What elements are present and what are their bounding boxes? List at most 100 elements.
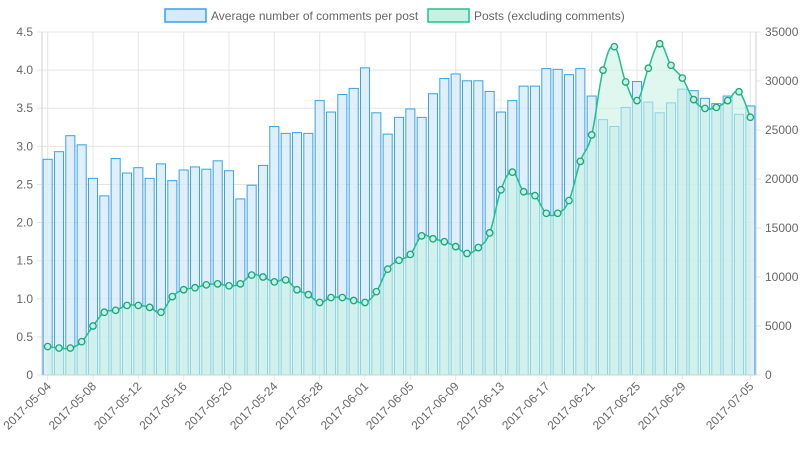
line-point — [338, 293, 347, 302]
line-point — [485, 229, 494, 237]
x-tick-label: 2017-05-12 — [91, 379, 145, 433]
x-tick-label: 2017-05-08 — [46, 379, 100, 433]
x-tick-label: 2017-05-16 — [136, 379, 190, 433]
y-right-tick-label: 5000 — [765, 319, 792, 333]
line-point — [270, 278, 279, 286]
line-point — [281, 276, 290, 284]
y-left-tick-label: 0 — [26, 368, 33, 382]
y-right-tick-label: 10000 — [765, 270, 799, 284]
line-point — [689, 95, 698, 104]
line-point — [508, 168, 517, 176]
line-point — [723, 96, 732, 105]
y-left-tick-label: 3.5 — [16, 101, 33, 115]
legend-item-comments[interactable]: Average number of comments per post — [164, 8, 419, 23]
line-point — [293, 285, 301, 294]
line-point — [701, 104, 709, 113]
line-point — [168, 292, 177, 301]
line-point — [565, 196, 573, 205]
x-tick-label: 2017-06-09 — [408, 379, 462, 433]
line-point — [655, 39, 664, 48]
line-point — [145, 303, 154, 312]
y-left-tick-label: 2.0 — [16, 216, 33, 230]
legend: Average number of comments per post Post… — [164, 8, 625, 23]
y-left-tick-label: 2.5 — [16, 177, 33, 191]
x-tick-label: 2017-05-20 — [182, 379, 236, 433]
legend-swatch-comments — [164, 8, 207, 23]
y-left-tick-label: 1.0 — [16, 292, 33, 306]
line-point — [678, 74, 687, 82]
legend-item-posts[interactable]: Posts (excluding comments) — [427, 8, 625, 23]
line-point — [327, 293, 335, 302]
bar — [65, 135, 76, 376]
y-right-tick-label: 25000 — [765, 123, 799, 137]
line-series — [43, 39, 755, 376]
line-point — [599, 66, 607, 75]
line-point — [179, 285, 188, 294]
line-point — [111, 306, 120, 315]
y-left-tick-label: 4.5 — [16, 25, 33, 39]
y-right-tick-label: 30000 — [765, 74, 799, 88]
line-point — [55, 344, 63, 352]
line-point — [304, 290, 313, 299]
line-point — [134, 301, 143, 310]
line-point — [735, 87, 743, 96]
line-point — [225, 281, 233, 290]
x-tick-label: 2017-06-13 — [454, 379, 508, 433]
x-tick-label: 2017-05-04 — [0, 379, 54, 433]
line-point — [531, 191, 539, 200]
line-point — [247, 271, 256, 279]
line-point — [191, 283, 199, 292]
line-point — [315, 298, 324, 307]
line-point — [123, 301, 131, 310]
line-point — [667, 61, 675, 70]
line-point — [157, 308, 165, 317]
x-tick-label: 2017-06-21 — [544, 379, 598, 433]
y-right-tick-label: 15000 — [765, 221, 799, 235]
line-point — [259, 273, 267, 281]
line-point — [746, 113, 755, 122]
line-point — [361, 298, 369, 307]
line-point — [451, 242, 460, 251]
x-tick-label: 2017-06-17 — [499, 379, 553, 433]
y-left-tick-label: 4.0 — [16, 63, 33, 77]
y-left-tick-label: 0.5 — [16, 330, 33, 344]
x-tick-label: 2017-05-24 — [227, 379, 281, 433]
line-point — [519, 187, 528, 196]
line-point — [202, 280, 211, 289]
legend-label-posts: Posts (excluding comments) — [474, 9, 625, 23]
line-point — [213, 280, 222, 288]
line-point — [43, 342, 52, 351]
line-point — [372, 287, 381, 296]
y-right-tick-label: 20000 — [765, 172, 799, 186]
x-tick-label: 2017-06-25 — [590, 379, 644, 433]
line-point — [587, 131, 596, 139]
line-point — [440, 237, 449, 246]
x-tick-label: 2017-06-29 — [635, 379, 689, 433]
line-point — [576, 157, 585, 166]
bar — [42, 158, 53, 376]
line-point — [474, 243, 483, 252]
y-left-tick-label: 3.0 — [16, 139, 33, 153]
line-point — [395, 256, 403, 265]
line-point — [349, 296, 358, 305]
line-point — [712, 103, 721, 112]
line-point — [417, 231, 426, 240]
line-point — [429, 234, 437, 243]
line-point — [644, 64, 653, 73]
x-tick-label: 2017-06-05 — [363, 379, 417, 433]
line-point — [621, 78, 630, 86]
bar — [53, 151, 65, 376]
line-point — [236, 280, 245, 288]
line-point — [383, 265, 392, 274]
x-tick-label: 2017-05-28 — [272, 379, 326, 433]
legend-swatch-posts — [427, 8, 470, 23]
line-point — [553, 209, 562, 218]
x-tick-label: 2017-07-05 — [703, 379, 757, 433]
line-point — [497, 185, 505, 194]
line-point — [633, 96, 641, 105]
line-point — [100, 308, 109, 317]
line-point — [77, 337, 86, 346]
line-point — [406, 250, 415, 259]
y-right-tick-label: 35000 — [765, 25, 799, 39]
